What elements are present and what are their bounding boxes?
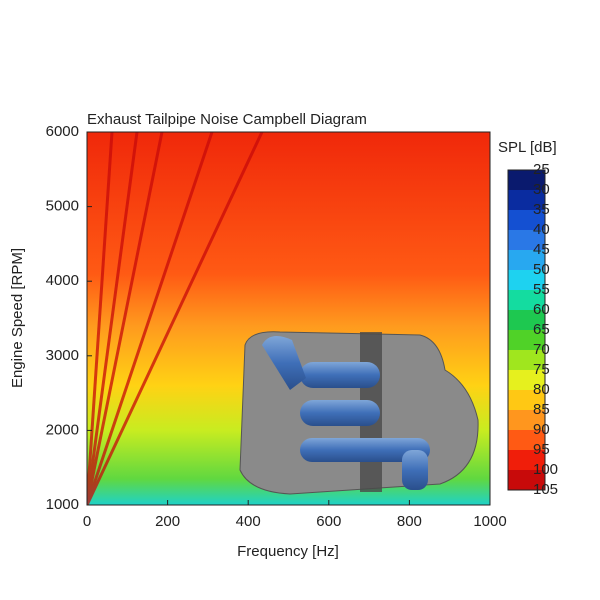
y-tick-label: 2000 xyxy=(46,421,79,438)
colorbar-bin xyxy=(508,250,545,270)
y-axis-label: Engine Speed [RPM] xyxy=(9,248,26,388)
y-tick-label: 3000 xyxy=(46,347,79,364)
x-tick-label: 0 xyxy=(83,513,91,530)
colorbar-label: 85 xyxy=(533,401,550,418)
colorbar-label: 90 xyxy=(533,421,550,438)
colorbar-bin xyxy=(508,330,545,350)
colorbar-label: 70 xyxy=(533,341,550,358)
y-tick-label: 6000 xyxy=(46,123,79,140)
colorbar-bin xyxy=(508,390,545,410)
x-tick-label: 200 xyxy=(155,513,180,530)
colorbar-label: 50 xyxy=(533,261,550,278)
colorbar-label: 30 xyxy=(533,181,550,198)
x-axis-label: Frequency [Hz] xyxy=(237,543,339,560)
colorbar-label: 35 xyxy=(533,201,550,218)
colorbar-bin xyxy=(508,190,545,210)
y-tick-label: 1000 xyxy=(46,496,79,513)
y-tick-label: 5000 xyxy=(46,198,79,215)
x-tick-label: 600 xyxy=(316,513,341,530)
colorbar-label: 45 xyxy=(533,241,550,258)
colorbar-frame xyxy=(507,169,546,491)
x-tick-label: 400 xyxy=(236,513,261,530)
colorbar-bin xyxy=(508,210,545,230)
colorbar-label: 100 xyxy=(533,461,558,478)
colorbar-label: 105 xyxy=(533,481,558,498)
chart-title: Exhaust Tailpipe Noise Campbell Diagram xyxy=(87,111,367,128)
order-lines xyxy=(87,132,264,505)
colorbar-bin xyxy=(508,230,545,250)
y-tick-label: 4000 xyxy=(46,272,79,289)
colorbar-label: 95 xyxy=(533,441,550,458)
muffler-image xyxy=(239,331,479,495)
x-tick-label: 800 xyxy=(397,513,422,530)
plot-frame xyxy=(86,131,491,506)
colorbar-bin xyxy=(508,410,545,430)
colorbar-bin xyxy=(508,470,545,490)
colorbar-label: 25 xyxy=(533,161,550,178)
colorbar-label: 65 xyxy=(533,321,550,338)
colorbar-bin xyxy=(508,370,545,390)
colorbar-bin xyxy=(508,270,545,290)
colorbar-bin xyxy=(508,350,545,370)
colorbar-bin xyxy=(508,430,545,450)
colorbar-label: 55 xyxy=(533,281,550,298)
colorbar-label: 80 xyxy=(533,381,550,398)
colorbar-label: 40 xyxy=(533,221,550,238)
colorbar-title: SPL [dB] xyxy=(498,139,557,156)
colorbar-label: 60 xyxy=(533,301,550,318)
colorbar-bin xyxy=(508,290,545,310)
colorbar-bin xyxy=(508,170,545,190)
colorbar-bin xyxy=(508,310,545,330)
colorbar-label: 75 xyxy=(533,361,550,378)
colorbar-bin xyxy=(508,450,545,470)
x-tick-label: 1000 xyxy=(473,513,506,530)
